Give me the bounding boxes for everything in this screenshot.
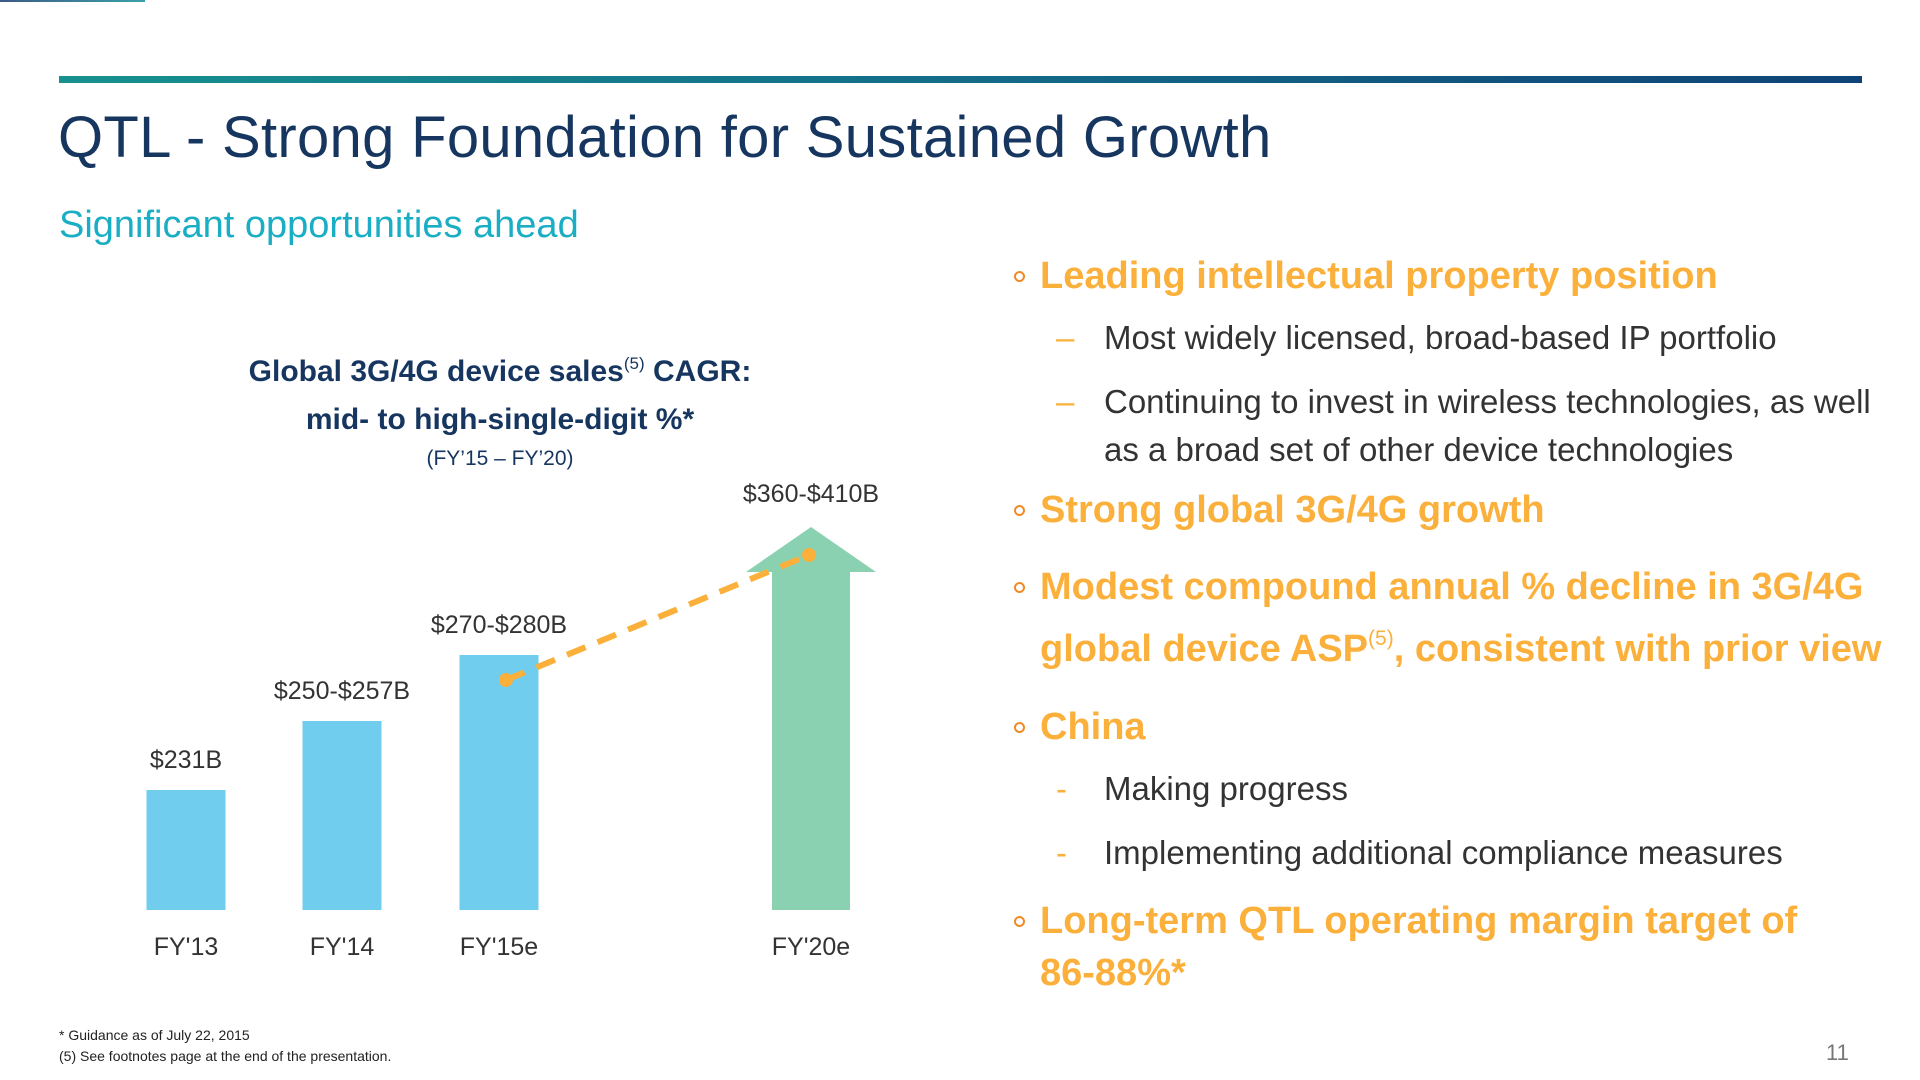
value-label: $250-$257B: [274, 677, 410, 705]
value-label: $360-$410B: [743, 480, 879, 508]
category-label: FY'13: [154, 933, 219, 961]
sub-bullet: – Continuing to invest in wireless techn…: [1010, 378, 1890, 474]
trend-start-dot: [499, 673, 513, 687]
footnote-reference: (5) See footnotes page at the end of the…: [59, 1048, 392, 1064]
bar-fy13: [146, 790, 226, 910]
slide-subtitle: Significant opportunities ahead: [59, 204, 579, 246]
bullet-heading: Modest compound annual % decline in 3G/4…: [1040, 566, 1864, 670]
sub-bullet-text: Making progress: [1104, 770, 1348, 807]
bullet-heading: China: [1040, 706, 1146, 748]
chart-title-text: Global 3G/4G device sales: [248, 355, 624, 388]
bullet-operating-margin: Long-term QTL operating margin target of…: [1010, 895, 1830, 999]
forecast-arrow-fy20e: [746, 527, 876, 910]
bullet-ip-position: Leading intellectual property position: [1010, 250, 1890, 302]
bar-fy14: [302, 721, 382, 910]
bullet-heading: Strong global 3G/4G growth: [1040, 489, 1545, 531]
footnotes: * Guidance as of July 22, 2015 (5) See f…: [59, 1025, 391, 1067]
bullet-heading-suffix: , consistent with prior view: [1393, 628, 1882, 670]
bullet-asp-decline: Modest compound annual % decline in 3G/4…: [1010, 561, 1890, 675]
dash-icon: -: [1056, 770, 1067, 807]
slide-title: QTL - Strong Foundation for Sustained Gr…: [58, 105, 1272, 170]
sub-bullet: – Most widely licensed, broad-based IP p…: [1010, 314, 1890, 362]
bullet-3g4g-growth: Strong global 3G/4G growth: [1010, 484, 1890, 536]
dash-icon: –: [1056, 319, 1075, 356]
value-label: $270-$280B: [431, 611, 567, 639]
bullet-ring-icon: [1014, 271, 1025, 282]
dash-icon: -: [1056, 834, 1067, 871]
chart-title-line-1: Global 3G/4G device sales(5) CAGR:: [160, 340, 840, 396]
category-label: FY'15e: [460, 933, 538, 961]
bar-fy15e: [459, 655, 539, 910]
bullet-china: China: [1010, 701, 1890, 753]
sub-bullet-text: Most widely licensed, broad-based IP por…: [1104, 319, 1777, 356]
sub-bullet: - Making progress: [1010, 765, 1890, 813]
bullet-ring-icon: [1014, 582, 1025, 593]
dash-icon: –: [1056, 383, 1075, 420]
bullet-list: Leading intellectual property position –…: [1010, 250, 1890, 999]
sub-bullet-text: Implementing additional compliance measu…: [1104, 834, 1783, 871]
header-rule: [59, 76, 1862, 83]
bars-layer: [146, 527, 876, 910]
labels-layer: $231B FY'13 $250-$257B FY'14 $270-$280B FY'15…: [150, 480, 879, 961]
footnote-guidance: * Guidance as of July 22, 2015: [59, 1027, 250, 1043]
trend-end-dot: [802, 548, 816, 562]
bullet-heading: Long-term QTL operating margin target of…: [1040, 900, 1798, 994]
category-label: FY'14: [310, 933, 375, 961]
bullet-ring-icon: [1014, 505, 1025, 516]
footnote-ref: (5): [1368, 627, 1394, 650]
trend-layer: [499, 548, 816, 687]
page-number: 11: [1826, 1040, 1849, 1065]
sub-bullet-text: Continuing to invest in wireless technol…: [1104, 383, 1871, 468]
chart-heading: Global 3G/4G device sales(5) CAGR: mid- …: [160, 340, 840, 472]
chart-title-line-2: mid- to high-single-digit %*: [305, 403, 695, 436]
chart-title-suffix: CAGR:: [644, 355, 752, 388]
sub-bullet: - Implementing additional compliance mea…: [1010, 829, 1890, 877]
category-label: FY'20e: [772, 933, 850, 961]
value-label: $231B: [150, 746, 222, 774]
bullet-ring-icon: [1014, 916, 1025, 927]
bullet-heading: Leading intellectual property position: [1040, 255, 1718, 297]
bullet-ring-icon: [1014, 722, 1025, 733]
chart-period: (FY’15 – FY’20): [426, 447, 574, 470]
corner-accent-bar: [0, 0, 145, 2]
footnote-ref: (5): [623, 354, 645, 373]
trend-line: [504, 552, 811, 683]
